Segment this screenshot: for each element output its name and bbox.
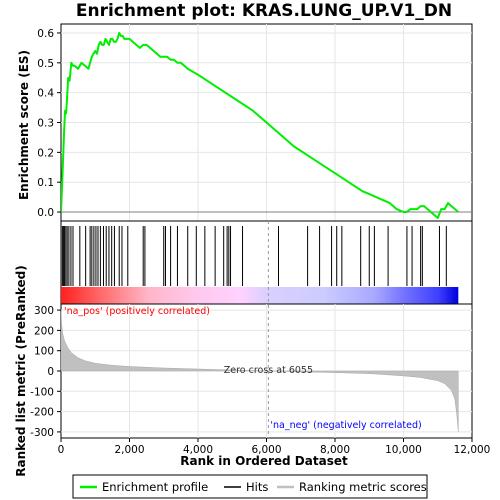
es-y-tick-label: 0.5	[37, 58, 54, 70]
x-tick-label: 2,000	[114, 444, 144, 456]
es-y-tick-label: 0.0	[37, 207, 54, 219]
x-tick-label: 12,000	[454, 444, 491, 456]
chart-title: Enrichment plot: KRAS.LUNG_UP.V1_DN	[76, 1, 452, 21]
x-axis-title: Rank in Ordered Dataset	[180, 454, 348, 468]
es-y-tick-label: 0.4	[37, 88, 54, 100]
legend-enrichment-label: Enrichment profile	[102, 480, 208, 494]
enrichment-profile-line	[61, 32, 459, 219]
metric-y-tick-label: 100	[34, 346, 54, 358]
es-y-axis-title: Enrichment score (ES)	[17, 50, 31, 200]
legend-box	[72, 474, 428, 499]
x-axis: 0 2,000 4,000 6,000 8,000 10,000 12,000	[58, 438, 491, 456]
metric-y-axis: 300 200 100 0 -100 -200 -300	[30, 305, 61, 439]
metric-y-tick-label: -200	[30, 407, 54, 419]
metric-y-tick-label: 200	[34, 325, 54, 337]
es-y-axis: 0.0 0.1 0.2 0.3 0.4 0.5 0.6	[37, 28, 61, 219]
x-tick-label: 6,000	[251, 444, 281, 456]
es-y-tick-label: 0.3	[37, 118, 54, 130]
metric-y-tick-label: 300	[34, 305, 54, 317]
zero-cross-label: Zero cross at 6055	[224, 365, 313, 376]
metric-y-tick-label: 0	[47, 366, 54, 378]
es-y-tick-label: 0.6	[37, 28, 54, 40]
es-y-tick-label: 0.1	[37, 177, 54, 189]
es-y-tick-label: 0.2	[37, 147, 54, 159]
x-tick-label: 8,000	[320, 444, 350, 456]
legend: Enrichment profile Hits Ranking metric s…	[72, 474, 428, 499]
x-tick-label: 0	[58, 444, 65, 456]
x-tick-label: 4,000	[183, 444, 213, 456]
hits-marks	[61, 226, 447, 286]
x-tick-label: 10,000	[385, 444, 422, 456]
metric-y-tick-label: -300	[30, 427, 54, 439]
ranking-metric-area	[61, 310, 459, 432]
positive-correlation-label: 'na_pos' (positively correlated)	[64, 306, 210, 317]
ranking-heatmap-bar	[61, 287, 459, 304]
legend-ranking-label: Ranking metric scores	[299, 480, 427, 494]
legend-hits-label: Hits	[246, 480, 268, 494]
negative-correlation-label: 'na_neg' (negatively correlated)	[270, 420, 421, 431]
metric-y-tick-label: -100	[30, 386, 54, 398]
metric-y-axis-title: Ranked list metric (PreRanked)	[14, 265, 28, 477]
